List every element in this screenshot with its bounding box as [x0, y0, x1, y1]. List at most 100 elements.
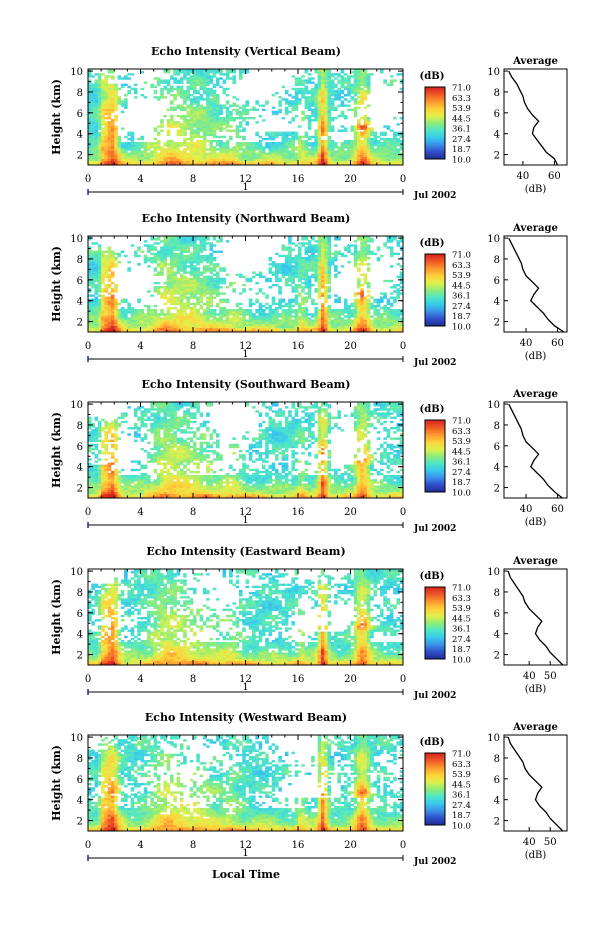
heatmap-cell	[298, 160, 302, 164]
heatmap-cell	[97, 133, 102, 137]
heatmap-cell	[117, 152, 122, 155]
heatmap-cell	[170, 298, 174, 301]
heatmap-cell	[117, 302, 122, 306]
heatmap-cell	[268, 304, 273, 308]
heatmap-cell	[170, 296, 174, 299]
heatmap-cell	[268, 146, 273, 149]
heatmap-cell	[104, 327, 108, 331]
heatmap-cell	[104, 106, 108, 109]
heatmap-cell	[166, 87, 171, 91]
heatmap-cell	[389, 142, 394, 145]
heatmap-cell	[166, 158, 171, 162]
heatmap-cell	[353, 250, 358, 253]
heatmap-cell	[173, 148, 177, 151]
heatmap-cell	[91, 123, 95, 126]
heatmap-cell	[294, 106, 299, 109]
heatmap-cell	[324, 271, 328, 274]
heatmap-cell	[120, 306, 125, 310]
heatmap-cell	[110, 96, 115, 99]
heatmap-cell	[294, 290, 299, 293]
heatmap-cell	[202, 238, 207, 241]
heatmap-cell	[110, 296, 115, 299]
heatmap-cell	[133, 142, 138, 145]
heatmap-cell	[337, 104, 341, 107]
heatmap-cell	[386, 83, 391, 86]
heatmap-cell	[288, 321, 292, 324]
heatmap-cell	[288, 304, 292, 308]
heatmap-cell	[386, 142, 391, 145]
heatmap-cell	[301, 315, 305, 318]
heatmap-cell	[104, 152, 108, 155]
heatmap-cell	[242, 71, 246, 74]
heatmap-cell	[117, 327, 122, 331]
heatmap-cell	[337, 156, 341, 160]
heatmap-cell	[179, 252, 184, 256]
heatmap-cell	[343, 129, 348, 132]
heatmap-cell	[114, 319, 118, 322]
heatmap-cell	[114, 100, 118, 103]
heatmap-cell	[317, 152, 322, 155]
heatmap-cell	[284, 133, 289, 137]
heatmap-cell	[222, 269, 227, 272]
heatmap-cell	[196, 302, 200, 306]
heatmap-cell	[212, 329, 217, 333]
heatmap-cell	[278, 144, 282, 147]
heatmap-cell	[219, 119, 223, 122]
heatmap-cell	[143, 144, 148, 147]
heatmap-cell	[163, 327, 168, 331]
heatmap-cell	[101, 87, 105, 91]
heatmap-cell	[97, 100, 102, 103]
heatmap-cell	[110, 110, 115, 114]
heatmap-cell	[363, 119, 368, 122]
heatmap-cell	[363, 154, 368, 157]
heatmap-cell	[170, 242, 174, 245]
heatmap-cell	[317, 284, 322, 287]
heatmap-cell	[107, 156, 112, 160]
heatmap-cell	[91, 131, 95, 134]
heatmap-cell	[153, 286, 158, 289]
heatmap-cell	[209, 298, 213, 301]
heatmap-cell	[104, 263, 108, 266]
heatmap-cell	[324, 144, 328, 147]
heatmap-cell	[150, 154, 154, 157]
heatmap-cell	[117, 146, 122, 149]
heatmap-cell	[199, 129, 204, 132]
heatmap-cell	[363, 114, 368, 118]
heatmap-cell	[327, 273, 332, 276]
heatmap-cell	[389, 144, 394, 147]
heatmap-cell	[206, 125, 210, 128]
heatmap-cell	[153, 162, 158, 166]
heatmap-cell	[91, 121, 95, 124]
heatmap-cell	[330, 104, 335, 107]
heatmap-cell	[288, 142, 292, 145]
heatmap-cell	[104, 254, 108, 258]
heatmap-cell	[288, 269, 292, 272]
heatmap-cell	[104, 302, 108, 306]
heatmap-cell	[94, 319, 99, 322]
heatmap-cell	[150, 325, 154, 329]
heatmap-cell	[206, 110, 210, 114]
heatmap-cell	[225, 77, 230, 80]
heatmap-cell	[317, 329, 322, 333]
heatmap-cell	[330, 329, 335, 333]
heatmap-cell	[206, 160, 210, 164]
heatmap-cell	[173, 98, 177, 101]
heatmap-cell	[156, 154, 161, 157]
heatmap-cell	[294, 137, 299, 141]
heatmap-cell	[317, 315, 322, 318]
heatmap-cell	[396, 154, 401, 157]
heatmap-cell	[179, 246, 184, 249]
heatmap-cell	[163, 81, 168, 84]
heatmap-cell	[156, 290, 161, 293]
heatmap-cell	[189, 244, 194, 247]
heatmap-cell	[170, 102, 174, 105]
heatmap-cell	[320, 131, 325, 134]
heatmap-cell	[153, 238, 158, 241]
heatmap-cell	[324, 267, 328, 270]
heatmap-cell	[219, 117, 223, 120]
heatmap-cell	[186, 271, 191, 274]
heatmap-cell	[330, 73, 335, 76]
heatmap-cell	[120, 148, 125, 151]
heatmap-cell	[373, 133, 378, 137]
heatmap-cell	[215, 83, 220, 86]
